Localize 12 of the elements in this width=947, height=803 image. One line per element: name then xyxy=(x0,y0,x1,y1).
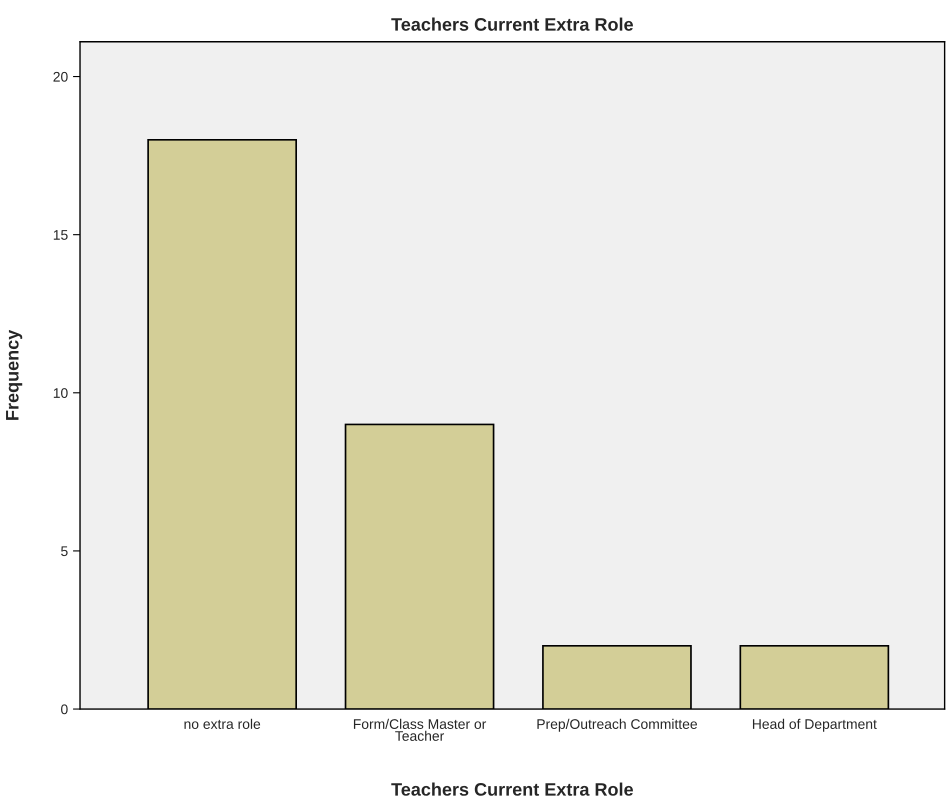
y-tick-label: 5 xyxy=(61,546,68,556)
y-axis-title: Frequency xyxy=(6,330,22,420)
x-tick-label: Prep/Outreach Committee xyxy=(537,718,697,732)
chart-title: Teachers Current Extra Role xyxy=(391,18,633,31)
y-tick-label: 0 xyxy=(61,704,68,714)
y-tick-label: 15 xyxy=(54,230,68,240)
x-tick-label: Head of Department xyxy=(752,718,877,732)
x-axis-title: Teachers Current Extra Role xyxy=(391,782,633,796)
y-tick-label: 20 xyxy=(53,72,68,82)
x-tick-label: Form/Class Master or Teacher xyxy=(354,718,486,741)
y-tick-label: 10 xyxy=(54,388,68,398)
x-tick-label: no extra role xyxy=(184,718,260,729)
